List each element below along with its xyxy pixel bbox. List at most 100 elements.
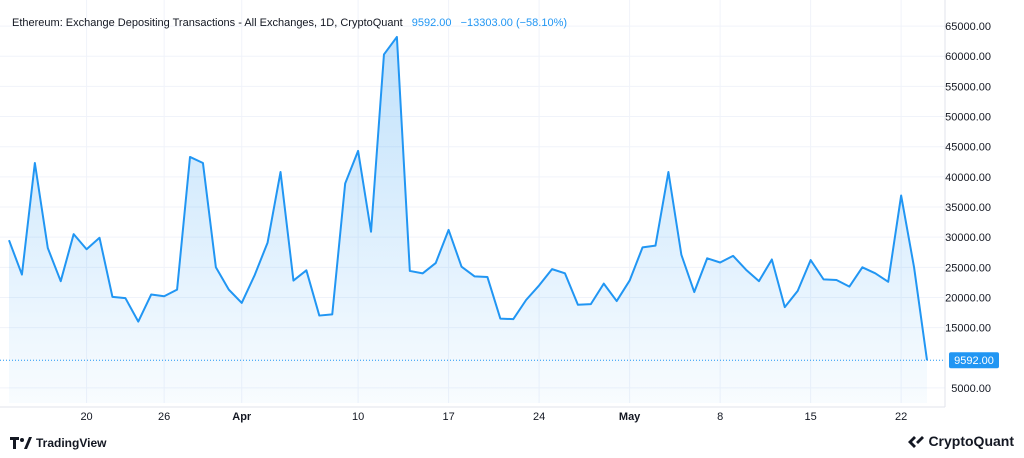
y-tick-label: 60000.00 — [945, 51, 991, 63]
data-point — [861, 266, 863, 268]
data-point — [228, 289, 230, 291]
data-point — [577, 304, 579, 306]
data-point — [34, 162, 36, 164]
data-point — [835, 279, 837, 281]
data-point — [47, 247, 49, 249]
data-point — [512, 318, 514, 320]
data-point — [461, 266, 463, 268]
data-point — [629, 280, 631, 282]
data-point — [99, 237, 101, 239]
data-point — [176, 289, 178, 291]
price-label: 9592.00 — [954, 355, 994, 367]
x-tick-label: Apr — [232, 411, 252, 423]
series-line — [8, 35, 928, 361]
tradingview-icon — [10, 437, 32, 449]
data-point — [667, 171, 669, 173]
data-point — [758, 280, 760, 282]
x-tick-label: 15 — [805, 411, 817, 423]
data-point — [292, 280, 294, 282]
data-point — [396, 36, 398, 38]
cryptoquant-logo: CryptoQuant — [908, 433, 1014, 449]
data-point — [706, 257, 708, 259]
data-point — [654, 245, 656, 247]
y-tick-label: 25000.00 — [945, 262, 991, 274]
last-value: 9592.00 — [411, 17, 452, 29]
x-tick-label: 20 — [80, 411, 92, 423]
data-point — [241, 302, 243, 304]
y-tick-label: 20000.00 — [945, 292, 991, 304]
data-point — [810, 259, 812, 261]
data-point — [848, 286, 850, 288]
data-point — [189, 156, 191, 158]
data-point — [732, 255, 734, 257]
data-point — [267, 242, 269, 244]
chart-title: Ethereum: Exchange Depositing Transactio… — [12, 17, 567, 29]
x-tick-label: 8 — [717, 411, 723, 423]
chart-title-text: Ethereum: Exchange Depositing Transactio… — [12, 17, 403, 29]
data-point — [318, 315, 320, 317]
data-point — [357, 150, 359, 152]
x-tick-label: 10 — [352, 411, 364, 423]
data-point — [331, 313, 333, 315]
price-label-box — [949, 352, 999, 369]
data-point — [473, 275, 475, 277]
data-point — [8, 239, 10, 241]
cryptoquant-icon — [908, 436, 925, 448]
data-point — [797, 290, 799, 292]
data-point — [784, 306, 786, 308]
data-point — [150, 293, 152, 295]
data-point — [86, 248, 88, 250]
tradingview-logo[interactable]: TradingView — [10, 436, 106, 450]
cryptoquant-label: CryptoQuant — [928, 433, 1014, 449]
x-tick-label: 22 — [895, 411, 907, 423]
data-point — [913, 266, 915, 268]
data-point — [215, 266, 217, 268]
data-point — [771, 258, 773, 260]
data-point — [344, 182, 346, 184]
y-tick-label: 55000.00 — [945, 81, 991, 93]
data-point — [887, 281, 889, 283]
data-point — [73, 233, 75, 235]
data-point — [409, 270, 411, 272]
data-point — [564, 272, 566, 274]
data-point — [693, 291, 695, 293]
data-point — [163, 295, 165, 297]
data-point — [60, 280, 62, 282]
data-point — [874, 272, 876, 274]
data-point — [383, 53, 385, 55]
y-tick-label: 5000.00 — [951, 383, 991, 395]
data-point — [551, 268, 553, 270]
data-point — [616, 300, 618, 302]
data-point — [900, 195, 902, 197]
y-tick-label: 30000.00 — [945, 232, 991, 244]
data-point — [370, 231, 372, 233]
x-tick-label: 24 — [533, 411, 545, 423]
data-point — [254, 274, 256, 276]
data-point — [111, 296, 113, 298]
data-point — [435, 262, 437, 264]
x-tick-label: 17 — [442, 411, 454, 423]
x-tick-label: May — [619, 411, 641, 423]
change-value: −13303.00 (−58.10%) — [460, 17, 568, 29]
series-area — [9, 36, 927, 403]
data-point — [823, 278, 825, 280]
data-point — [590, 303, 592, 305]
data-point — [719, 261, 721, 263]
data-point — [538, 284, 540, 286]
data-point — [680, 254, 682, 256]
data-point — [305, 269, 307, 271]
data-point — [202, 162, 204, 164]
x-tick-label: 26 — [158, 411, 170, 423]
y-tick-label: 15000.00 — [945, 323, 991, 335]
y-tick-label: 35000.00 — [945, 202, 991, 214]
data-point — [137, 321, 139, 323]
tradingview-label: TradingView — [36, 436, 107, 450]
data-point — [525, 299, 527, 301]
data-point — [603, 283, 605, 285]
data-point — [499, 318, 501, 320]
y-tick-label: 65000.00 — [945, 21, 991, 33]
data-point — [642, 246, 644, 248]
data-point — [124, 297, 126, 299]
y-tick-label: 50000.00 — [945, 112, 991, 124]
